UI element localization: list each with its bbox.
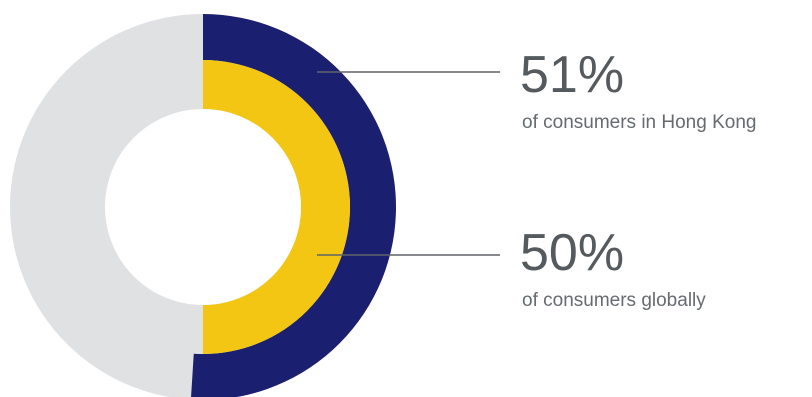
hong-kong-arc: [191, 14, 396, 397]
donut-hole: [105, 109, 301, 305]
global-label: of consumers globally: [522, 290, 706, 311]
global-arc: [203, 60, 350, 354]
hong-kong-percentage: 51%: [520, 46, 624, 104]
hong-kong-label: of consumers in Hong Kong: [522, 112, 756, 133]
global-percentage: 50%: [520, 224, 624, 282]
donut-rings: [10, 14, 396, 397]
callout-lines: [317, 71, 500, 256]
